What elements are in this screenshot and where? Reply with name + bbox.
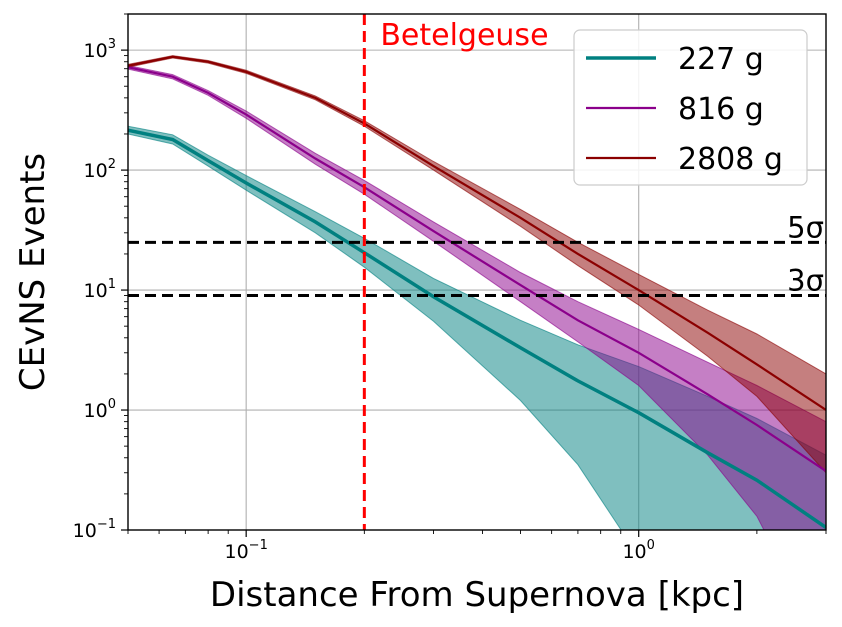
line-2808-g bbox=[128, 55, 826, 411]
sigma-label: 3σ bbox=[787, 264, 824, 298]
uncertainty-bands bbox=[128, 55, 826, 530]
betelgeuse-label: Betelgeuse bbox=[380, 18, 548, 53]
legend-label: 2808 g bbox=[678, 142, 783, 177]
x-tick-label: 10−1 bbox=[224, 538, 267, 563]
tick-labels: 10−1 100 10−1 100 101 102 103 bbox=[73, 37, 655, 563]
band-2808-g bbox=[128, 55, 826, 474]
plot-frame bbox=[127, 13, 827, 531]
series-lines bbox=[128, 55, 826, 529]
band-227-g bbox=[128, 125, 826, 530]
y-tick-label: 10−1 bbox=[73, 517, 116, 542]
axis-ticks bbox=[121, 13, 827, 537]
x-tick-label: 100 bbox=[622, 538, 654, 563]
y-tick-label: 100 bbox=[84, 397, 116, 422]
band-816-g bbox=[128, 64, 826, 530]
y-tick-label: 102 bbox=[84, 157, 116, 182]
line-816-g bbox=[128, 66, 826, 473]
legend: 227 g 816 g 2808 g bbox=[573, 29, 808, 186]
x-axis-label: Distance From Supernova [kpc] bbox=[210, 575, 744, 615]
sigma-label: 5σ bbox=[787, 210, 824, 244]
reference-lines: Betelgeuse 5σ 3σ bbox=[128, 14, 826, 530]
line-227-g bbox=[128, 128, 826, 529]
legend-label: 227 g bbox=[678, 42, 764, 77]
y-tick-label: 101 bbox=[84, 277, 116, 302]
legend-box bbox=[573, 29, 808, 186]
legend-label: 816 g bbox=[678, 92, 764, 127]
y-axis-label: CEvNS Events bbox=[13, 153, 53, 391]
y-tick-label: 103 bbox=[84, 37, 116, 62]
